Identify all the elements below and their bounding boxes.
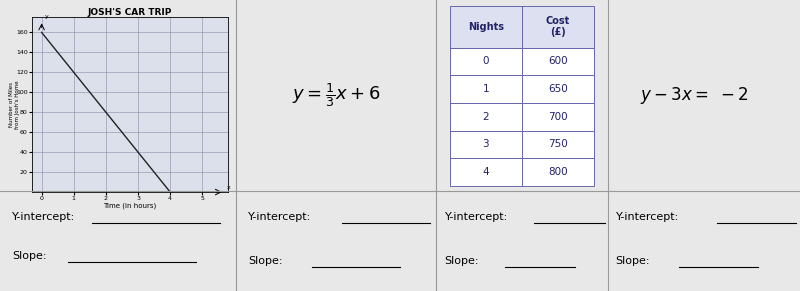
- FancyBboxPatch shape: [450, 75, 594, 103]
- FancyBboxPatch shape: [450, 158, 594, 186]
- Text: 1: 1: [482, 84, 489, 94]
- Text: Slope:: Slope:: [445, 256, 479, 266]
- Text: Slope:: Slope:: [616, 256, 650, 266]
- Text: 3: 3: [482, 139, 489, 149]
- Text: x: x: [226, 185, 230, 190]
- Text: Cost
(£): Cost (£): [546, 16, 570, 38]
- Text: 650: 650: [548, 84, 568, 94]
- FancyBboxPatch shape: [450, 103, 594, 131]
- Text: $y = \frac{1}{3}x + 6$: $y = \frac{1}{3}x + 6$: [292, 81, 380, 109]
- Text: 600: 600: [548, 56, 568, 66]
- Title: JOSH'S CAR TRIP: JOSH'S CAR TRIP: [88, 8, 172, 17]
- Text: 750: 750: [548, 139, 568, 149]
- Text: 800: 800: [548, 167, 568, 177]
- FancyBboxPatch shape: [450, 48, 594, 75]
- X-axis label: Time (in hours): Time (in hours): [103, 203, 157, 209]
- Text: 2: 2: [482, 112, 489, 122]
- Text: Slope:: Slope:: [12, 251, 46, 261]
- Text: Y-intercept:: Y-intercept:: [12, 212, 75, 222]
- Text: 4: 4: [482, 167, 489, 177]
- Y-axis label: Number of Miles
from Josh's Home: Number of Miles from Josh's Home: [10, 80, 20, 129]
- Text: Y-intercept:: Y-intercept:: [445, 212, 508, 222]
- Text: $y - 3x = \ -2$: $y - 3x = \ -2$: [640, 85, 749, 106]
- FancyBboxPatch shape: [450, 131, 594, 158]
- Text: 700: 700: [548, 112, 568, 122]
- Text: y: y: [45, 15, 48, 19]
- Text: Y-intercept:: Y-intercept:: [248, 212, 311, 222]
- Text: 0: 0: [482, 56, 489, 66]
- FancyBboxPatch shape: [450, 6, 594, 48]
- Text: Slope:: Slope:: [248, 256, 282, 266]
- Text: Nights: Nights: [468, 22, 504, 32]
- Text: Y-intercept:: Y-intercept:: [616, 212, 679, 222]
